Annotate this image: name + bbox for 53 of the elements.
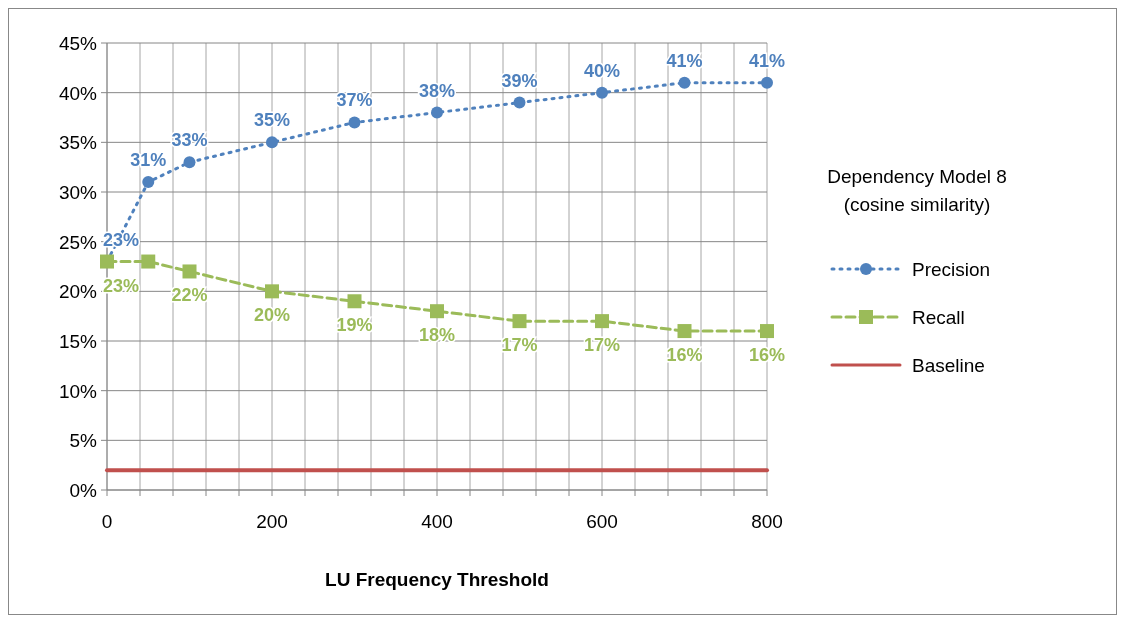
legend-label: Recall (912, 307, 965, 328)
y-tick-label: 25% (58, 231, 98, 253)
point (182, 264, 197, 279)
x-tick-label: 200 (256, 511, 288, 532)
point (595, 314, 609, 329)
data-label: 41% (666, 50, 703, 71)
point (141, 254, 156, 269)
data-label: 31% (130, 150, 167, 171)
point (677, 324, 692, 339)
point (512, 314, 527, 329)
data-label: 16% (748, 345, 786, 366)
point (348, 116, 361, 129)
y-tick-label: 30% (58, 182, 98, 203)
point (760, 324, 774, 339)
y-tick-label: 45% (58, 33, 98, 54)
point (183, 156, 196, 169)
data-label: 18% (418, 325, 456, 346)
data-label: 16% (666, 345, 703, 366)
data-label: 17% (501, 335, 538, 356)
x-tick-label: 600 (586, 511, 618, 532)
data-label: 40% (583, 60, 621, 81)
data-label: 39% (501, 70, 538, 91)
point (513, 96, 526, 109)
y-tick-label: 40% (58, 82, 98, 104)
data-label: 17% (583, 335, 621, 356)
x-tick-label: 0 (101, 511, 113, 532)
y-tick-label: 0% (69, 480, 98, 501)
data-label: 23% (102, 275, 140, 296)
point (265, 284, 279, 299)
point (761, 76, 773, 89)
x-tick-label: 400 (421, 511, 453, 532)
point (347, 294, 362, 309)
point (431, 106, 443, 119)
data-label: 20% (253, 305, 291, 326)
y-tick-label: 20% (58, 281, 98, 303)
data-label: 19% (336, 315, 373, 336)
legend-label: Precision (912, 259, 991, 280)
legend-title: Dependency Model 8 (cosine similarity) (827, 166, 1007, 215)
x-axis-title: LU Frequency Threshold (325, 569, 549, 590)
point (596, 86, 608, 99)
y-tick-label: 15% (58, 331, 98, 352)
y-tick-label: 35% (58, 132, 98, 154)
point (678, 76, 691, 89)
y-tick-label: 5% (69, 430, 98, 452)
y-tick-label: 10% (58, 380, 98, 402)
data-label: 41% (748, 50, 786, 71)
legend-label: Baseline (912, 355, 985, 376)
data-label: 35% (253, 110, 291, 131)
data-label: 37% (336, 90, 373, 111)
x-tick-label: 800 (751, 511, 783, 532)
point (266, 136, 278, 149)
point (430, 304, 444, 319)
point (142, 176, 155, 189)
